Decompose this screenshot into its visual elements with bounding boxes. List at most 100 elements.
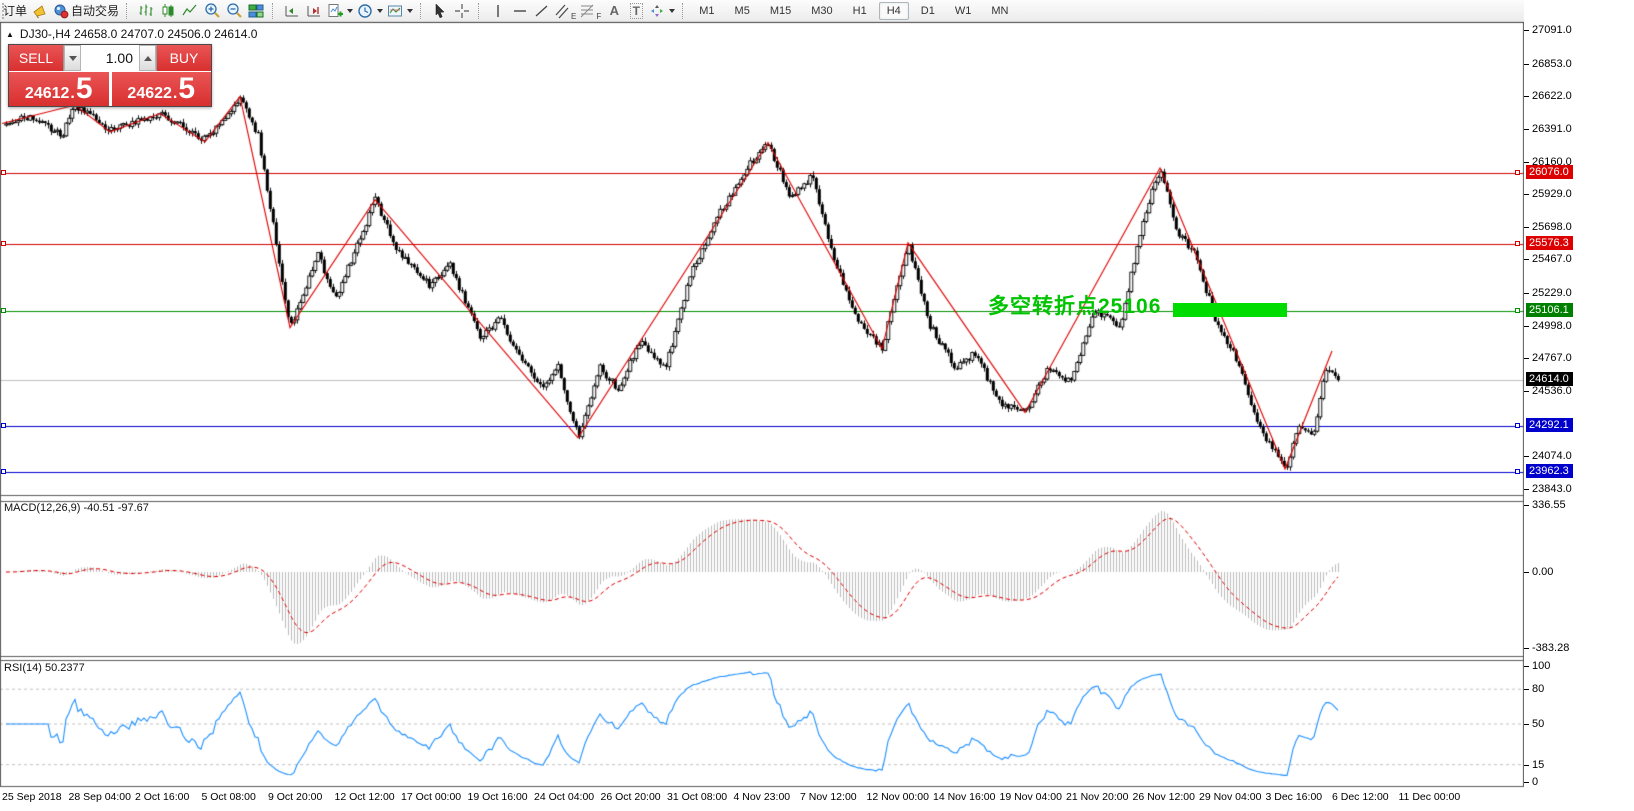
price-tick-label: 25698.0 <box>1532 220 1572 233</box>
axis-tick <box>1524 505 1529 507</box>
price-level-badge: 25576.3 <box>1526 236 1573 251</box>
line-chart-button[interactable] <box>179 1 201 21</box>
fibonacci-button[interactable]: F <box>578 1 603 21</box>
candlestick-chart-button[interactable] <box>157 1 179 21</box>
bar-chart-button[interactable] <box>135 1 157 21</box>
level-line-handle[interactable] <box>1515 170 1520 176</box>
expert-advisor-icon <box>53 3 69 19</box>
tf-H1[interactable]: H1 <box>852 4 867 17</box>
highlight-rectangle[interactable] <box>1173 303 1287 317</box>
chart-title-text: DJ30-,H4 24658.0 24707.0 24506.0 24614.0 <box>19 27 258 41</box>
price-tick-label: 25929.0 <box>1532 188 1572 201</box>
sell-price-int: 24612 <box>24 85 70 102</box>
price-tick-label: 80 <box>1532 683 1545 696</box>
zoom-out-button[interactable] <box>223 1 245 21</box>
axis-tick <box>1524 572 1529 573</box>
time-tick-label: 12 Oct 12:00 <box>334 791 395 803</box>
price-level-badge: 26076.0 <box>1526 165 1573 180</box>
caret-up-icon <box>143 55 152 61</box>
price-tick-label: 26853.0 <box>1532 57 1572 70</box>
tf-W1[interactable]: W1 <box>954 4 972 17</box>
tf-H4[interactable]: H4 <box>878 1 909 20</box>
autotrading-label: 自动交易 <box>71 4 120 18</box>
axis-tick <box>1524 128 1529 130</box>
level-line-handle[interactable] <box>1 307 6 313</box>
templates-button[interactable] <box>385 1 415 21</box>
chart-shift-button[interactable] <box>281 1 303 21</box>
cursor-button[interactable] <box>429 1 451 21</box>
horizontal-line-button[interactable] <box>509 1 531 21</box>
auto-scroll-button[interactable] <box>303 1 325 21</box>
axis-tick <box>1524 30 1529 31</box>
line-chart-icon <box>182 3 198 19</box>
alerts-button[interactable] <box>29 1 51 21</box>
text-label-icon: T <box>629 2 643 19</box>
new-order-button[interactable]: 订单 <box>1 1 29 21</box>
autotrading-button[interactable]: 自动交易 <box>51 1 121 21</box>
tf-M15[interactable]: M15 <box>769 4 792 17</box>
crosshair-button[interactable] <box>451 1 473 21</box>
buy-price-dot: . <box>172 85 178 102</box>
level-line-handle[interactable] <box>1 241 6 247</box>
toolbar-separator <box>272 2 277 19</box>
arrows-button[interactable] <box>647 1 677 21</box>
new-order-label: 订单 <box>3 4 28 18</box>
periods-button[interactable] <box>355 1 385 21</box>
axis-tick <box>1524 724 1529 725</box>
level-line-handle[interactable] <box>1 469 6 475</box>
axis-tick <box>1524 666 1529 667</box>
toolbar-separator <box>478 2 483 19</box>
price-level-badge: 24292.1 <box>1526 417 1573 432</box>
time-tick-label: 17 Oct 00:00 <box>401 791 462 803</box>
volume-decrease-button[interactable] <box>64 45 81 71</box>
time-tick-label: 7 Nov 12:00 <box>800 791 857 803</box>
vertical-line-icon <box>492 3 504 19</box>
sell-button[interactable]: SELL <box>9 45 63 71</box>
tf-MN[interactable]: MN <box>991 4 1009 17</box>
volume-increase-button[interactable] <box>139 45 156 71</box>
time-tick-label: 21 Nov 20:00 <box>1066 791 1129 803</box>
axis-tick <box>1524 391 1529 393</box>
text-label-button[interactable]: T <box>625 1 647 21</box>
buy-price[interactable]: 24622. 5 <box>111 72 211 106</box>
tf-M5[interactable]: M5 <box>734 4 750 17</box>
volume-value[interactable]: 1.00 <box>105 50 133 66</box>
time-tick-label: 3 Dec 16:00 <box>1265 791 1323 803</box>
level-line-handle[interactable] <box>1 422 6 428</box>
time-tick-label: 26 Nov 12:00 <box>1132 791 1195 803</box>
level-line-handle[interactable] <box>1515 241 1520 247</box>
price-tick-label: 26622.0 <box>1532 90 1572 103</box>
indicators-button[interactable] <box>325 1 355 21</box>
axis-tick <box>1524 161 1529 163</box>
axis-tick <box>1524 293 1529 295</box>
buy-button[interactable]: BUY <box>157 45 211 71</box>
sell-price[interactable]: 24612. 5 <box>9 72 109 106</box>
tf-M30[interactable]: M30 <box>811 4 833 17</box>
fibonacci-letter: F <box>596 11 602 21</box>
price-tick-label: -383.28 <box>1532 642 1570 655</box>
tile-windows-button[interactable] <box>245 1 267 21</box>
template-icon <box>387 3 403 19</box>
price-tick-label: 15 <box>1532 758 1545 771</box>
level-line-handle[interactable] <box>1515 422 1520 428</box>
trendline-button[interactable] <box>531 1 553 21</box>
tf-M1[interactable]: M1 <box>699 4 715 17</box>
time-tick-label: 9 Oct 20:00 <box>268 791 323 803</box>
level-line-handle[interactable] <box>1515 469 1520 475</box>
bar-chart-icon <box>138 3 154 19</box>
zoom-in-button[interactable] <box>201 1 223 21</box>
level-line-handle[interactable] <box>1515 307 1520 313</box>
level-line-handle[interactable] <box>1 170 6 176</box>
collapse-arrow-icon[interactable]: ▲ <box>6 29 14 39</box>
text-tool-button[interactable]: A <box>603 1 625 21</box>
time-tick-label: 29 Nov 04:00 <box>1199 791 1262 803</box>
toolbar-separator <box>126 2 131 19</box>
pivot-annotation-text[interactable]: 多空转折点25106 <box>988 295 1162 318</box>
vertical-line-button[interactable] <box>487 1 509 21</box>
chart-canvas[interactable] <box>0 22 1524 788</box>
equidistant-channel-button[interactable]: E <box>553 1 578 21</box>
price-tick-label: 27091.0 <box>1532 24 1572 36</box>
tf-D1[interactable]: D1 <box>920 4 935 17</box>
time-tick-label: 31 Oct 08:00 <box>667 791 728 803</box>
